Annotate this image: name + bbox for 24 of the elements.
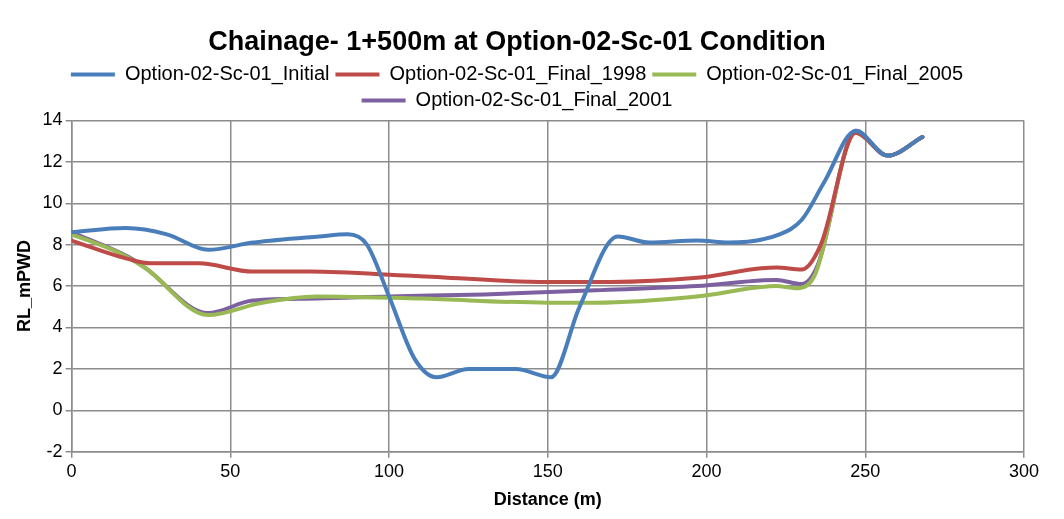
legend-label: Option-02-Sc-01_Final_2001 [415,87,673,111]
y-tick-label: 6 [52,275,63,296]
y-axis-title: RL_mPWD [13,240,34,333]
x-tick-label: 50 [220,460,241,481]
x-tick-label: 250 [850,460,881,481]
y-tick-label: 14 [42,109,63,130]
legend-label: Option-02-Sc-01_Final_2005 [706,61,964,85]
y-tick-label: 0 [52,399,63,420]
x-tick-label: 300 [1008,460,1040,481]
y-tick-label: 12 [42,150,63,171]
legend-label: Option-02-Sc-01_Final_1998 [389,61,647,85]
y-tick-label: 8 [52,233,63,254]
x-tick-label: 150 [532,460,563,481]
x-tick-label: 200 [691,460,722,481]
y-tick-label: 10 [42,192,63,213]
x-tick-label: 0 [66,460,77,481]
x-tick-label: 100 [374,460,405,481]
y-tick-label: -2 [46,440,63,461]
line-series [71,128,925,380]
y-tick-label: 4 [52,316,63,337]
chart-title: Chainage- 1+500m at Option-02-Sc-01 Condition [208,25,826,56]
legend-label: Option-02-Sc-01_Initial [124,61,330,85]
x-axis-title: Distance (m) [493,489,602,510]
y-tick-label: 2 [52,357,63,378]
